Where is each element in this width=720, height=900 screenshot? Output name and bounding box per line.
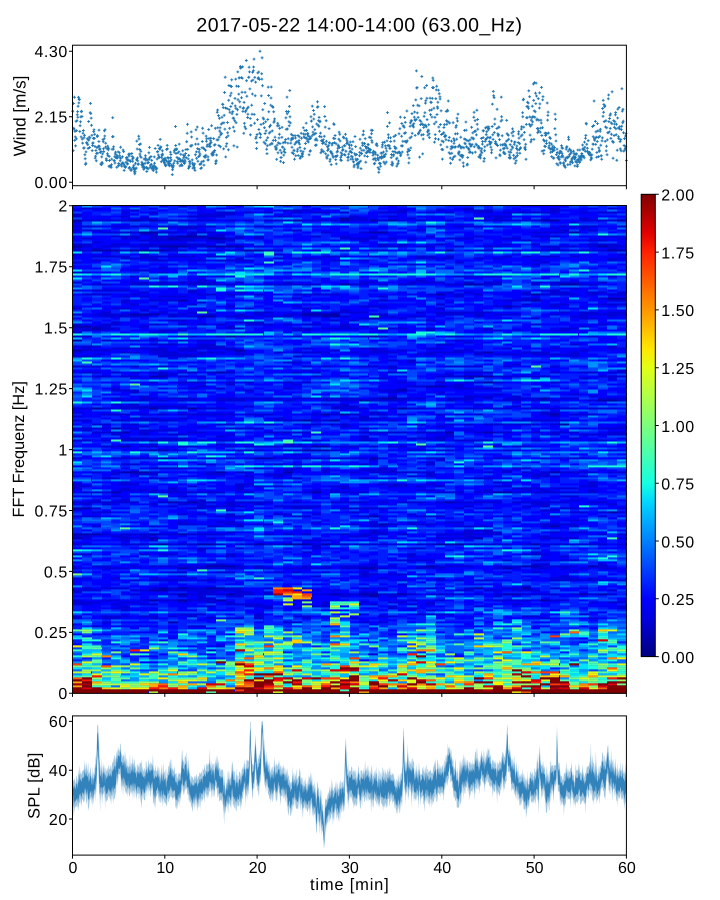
svg-text:20: 20 [249,860,267,877]
svg-text:2017-05-22 14:00-14:00 (63.00_: 2017-05-22 14:00-14:00 (63.00_Hz) [196,15,522,37]
svg-text:10: 10 [156,860,174,877]
svg-text:0.50: 0.50 [661,534,694,551]
svg-text:1.25: 1.25 [34,382,67,399]
svg-text:1.5: 1.5 [44,321,68,338]
svg-text:20: 20 [49,812,68,829]
svg-text:1.50: 1.50 [661,303,694,320]
svg-text:2.00: 2.00 [661,188,694,205]
svg-text:4.30: 4.30 [34,44,67,61]
svg-text:0.5: 0.5 [44,564,68,581]
svg-text:1.00: 1.00 [661,419,694,436]
svg-text:2: 2 [58,199,67,216]
svg-text:50: 50 [526,860,544,877]
svg-text:1.75: 1.75 [661,245,694,262]
svg-text:time [min]: time [min] [310,876,390,894]
svg-text:SPL [dB]: SPL [dB] [25,752,43,818]
svg-text:0.25: 0.25 [34,625,67,642]
svg-text:60: 60 [618,860,636,877]
svg-text:1.75: 1.75 [34,260,67,277]
svg-text:40: 40 [49,763,68,780]
svg-text:0.25: 0.25 [661,592,694,609]
svg-text:0: 0 [58,686,67,703]
svg-text:0: 0 [69,860,78,877]
svg-text:30: 30 [341,860,359,877]
svg-text:40: 40 [433,860,451,877]
svg-text:0.00: 0.00 [34,175,67,192]
svg-text:FFT Frequenz [Hz]: FFT Frequenz [Hz] [10,381,28,517]
svg-text:60: 60 [49,714,68,731]
svg-text:Wind [m/s]: Wind [m/s] [10,76,29,157]
svg-text:1: 1 [58,442,67,459]
svg-text:0.75: 0.75 [34,503,67,520]
svg-text:0.00: 0.00 [661,650,694,667]
svg-text:0.75: 0.75 [661,477,694,494]
svg-text:2.15: 2.15 [34,110,67,127]
svg-text:1.25: 1.25 [661,361,694,378]
